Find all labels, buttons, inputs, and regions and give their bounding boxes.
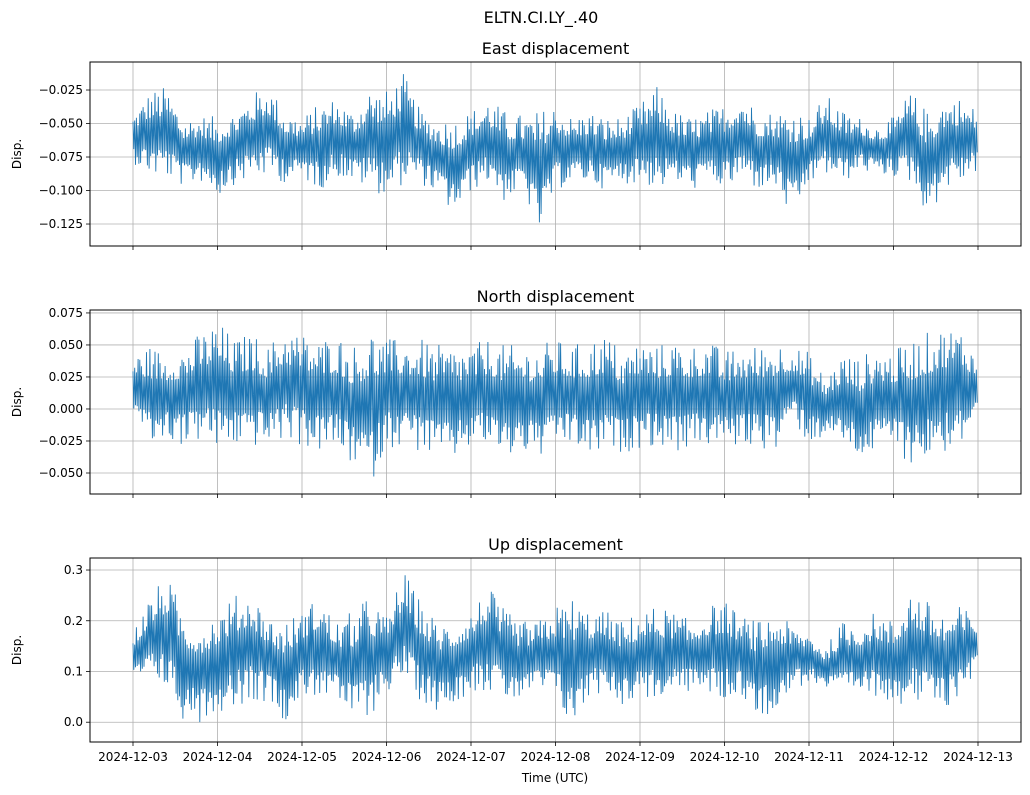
- y-axis-label: Disp.: [10, 635, 24, 665]
- y-tick-label: −0.050: [39, 466, 83, 480]
- y-tick-label: −0.075: [39, 150, 83, 164]
- axes-frame: [89, 61, 1022, 247]
- series-line-1: [132, 327, 978, 477]
- x-tick-label: 2024-12-11: [774, 750, 844, 764]
- series-line-0: [132, 74, 978, 223]
- panel-0: East displacement −0.025 −0.050 −0.075 −0.10…: [10, 39, 1022, 250]
- x-tick-label: 2024-12-13: [943, 750, 1013, 764]
- y-tick-label: 0.050: [49, 338, 83, 352]
- y-tick-label: 0.2: [64, 614, 83, 628]
- axes-frame: [89, 309, 1022, 495]
- x-tick-label: 2024-12-06: [352, 750, 422, 764]
- y-tick-label: −0.050: [39, 117, 83, 131]
- y-tick-label: 0.000: [49, 402, 83, 416]
- x-axis-label: Time (UTC): [521, 771, 588, 785]
- panel-title: East displacement: [482, 39, 629, 58]
- y-tick-label: −0.125: [39, 217, 83, 231]
- y-tick-label: 0.075: [49, 306, 83, 320]
- x-tick-label: 2024-12-09: [605, 750, 675, 764]
- x-tick-label: 2024-12-07: [436, 750, 506, 764]
- axes-frame: [89, 557, 1022, 743]
- x-tick-label: 2024-12-03: [98, 750, 168, 764]
- x-tick-label: 2024-12-10: [690, 750, 760, 764]
- y-tick-label: −0.025: [39, 434, 83, 448]
- panel-title: North displacement: [477, 287, 635, 306]
- panel-1: North displacement 0.075 0.050 0.025 0.000 −0…: [10, 287, 1022, 498]
- y-axis-label: Disp.: [10, 387, 24, 417]
- series-line-2: [132, 575, 978, 723]
- y-tick-label: −0.100: [39, 184, 83, 198]
- y-tick-label: 0.3: [64, 563, 83, 577]
- y-tick-label: 0.0: [64, 715, 83, 729]
- x-tick-label: 2024-12-08: [521, 750, 591, 764]
- suptitle: ELTN.CI.LY_.40: [484, 8, 599, 28]
- panel-title: Up displacement: [488, 535, 623, 554]
- x-tick-label: 2024-12-05: [267, 750, 337, 764]
- x-tick-label: 2024-12-12: [859, 750, 929, 764]
- y-tick-label: −0.025: [39, 83, 83, 97]
- x-tick-label: 2024-12-04: [183, 750, 253, 764]
- y-tick-label: 0.1: [64, 664, 83, 678]
- y-tick-label: 0.025: [49, 370, 83, 384]
- panel-2: Up displacement 2024-12-03 2024-12-04 2024-…: [10, 535, 1022, 764]
- y-axis-label: Disp.: [10, 139, 24, 169]
